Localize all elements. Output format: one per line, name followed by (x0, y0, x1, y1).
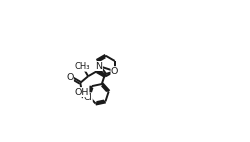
Text: N: N (96, 61, 102, 71)
Text: O: O (111, 67, 118, 76)
Text: CH₃: CH₃ (74, 62, 90, 71)
Text: OH: OH (74, 88, 89, 97)
Text: Cl: Cl (84, 93, 92, 102)
Text: O: O (66, 73, 74, 82)
